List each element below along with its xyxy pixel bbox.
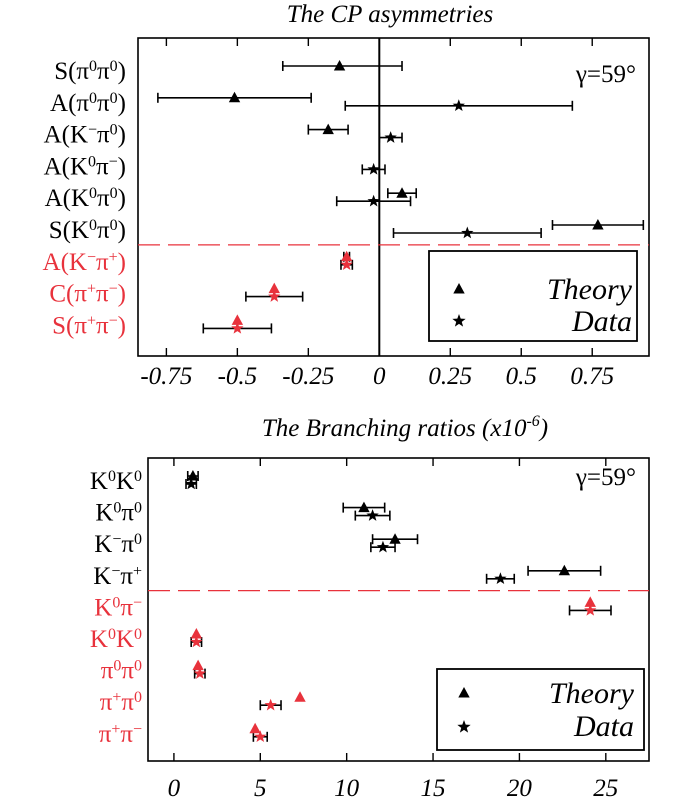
br-legend-data-label: Data bbox=[573, 710, 634, 743]
br-x-ticks: 0 5 10 15 20 25 bbox=[168, 458, 618, 802]
cp-legend: Theory Data bbox=[428, 250, 638, 342]
br-legend-theory-label: Theory bbox=[549, 677, 635, 710]
br-data-point bbox=[376, 540, 390, 553]
br-legend: Theory Data bbox=[436, 668, 645, 751]
br-theory-point bbox=[249, 722, 261, 734]
cp-legend-star bbox=[452, 314, 466, 327]
cp-data-point bbox=[268, 290, 281, 302]
br-data-point bbox=[366, 509, 379, 521]
br-data-point bbox=[584, 603, 597, 616]
br-marks bbox=[185, 470, 612, 743]
br-data-point bbox=[254, 730, 267, 743]
br-row-label: K0π0 bbox=[95, 499, 142, 527]
br-theory-point bbox=[358, 501, 370, 513]
br-data-point bbox=[494, 572, 507, 585]
cp-x-ticks: -0.75 -0.5 -0.25 0 0.25 0.5 0.75 bbox=[140, 38, 614, 390]
br-theory-point bbox=[294, 691, 306, 702]
br-x-tick-label: 15 bbox=[421, 775, 446, 802]
br-theory-point bbox=[192, 659, 204, 671]
cp-theory-point bbox=[592, 219, 604, 230]
cp-row-label: A(K−π0) bbox=[44, 121, 126, 149]
br-data-point bbox=[190, 635, 203, 648]
cp-x-tick-label: -0.25 bbox=[282, 363, 334, 390]
cp-asymmetry-panel: The CP asymmetries γ=59° S(π0π0) A(π0π0) A… bbox=[43, 1, 650, 390]
br-data-point bbox=[193, 667, 207, 679]
br-data-point bbox=[185, 477, 198, 490]
br-x-tick-label: 20 bbox=[507, 775, 533, 802]
br-theory-point bbox=[190, 628, 203, 639]
cp-row-label: A(π0π0) bbox=[50, 89, 126, 117]
br-row-label: π+π0 bbox=[100, 689, 142, 717]
cp-theory-point bbox=[231, 314, 244, 325]
cp-data-point bbox=[231, 321, 244, 334]
cp-legend-theory-label: Theory bbox=[547, 273, 633, 306]
cp-legend-theory-marker bbox=[453, 283, 465, 294]
cp-legend-box bbox=[428, 250, 638, 342]
cp-gamma-annotation: γ=59° bbox=[575, 61, 636, 88]
br-x-tick-label: 25 bbox=[593, 775, 618, 802]
cp-row-label: C(π+π−) bbox=[49, 280, 126, 308]
br-data-point bbox=[264, 698, 277, 711]
cp-theory-point bbox=[396, 187, 408, 198]
br-gamma-annotation: γ=59° bbox=[575, 464, 636, 491]
cp-row-labels: S(π0π0) A(π0π0) A(K−π0) A(K0π−) A(K0π0) S(K0π… bbox=[43, 58, 126, 340]
br-row-label: π0π0 bbox=[101, 657, 142, 685]
br-legend-triangle bbox=[458, 687, 470, 698]
cp-data-point bbox=[384, 131, 397, 143]
br-row-label: K0π− bbox=[94, 594, 142, 622]
br-x-tick-label: 0 bbox=[168, 775, 181, 802]
cp-theory-point bbox=[322, 123, 334, 135]
br-theory-point bbox=[584, 596, 596, 607]
br-theory-point bbox=[389, 533, 401, 544]
br-row-label: K0K0 bbox=[90, 468, 142, 496]
cp-legend-triangle bbox=[453, 283, 465, 294]
cp-legend-data-label: Data bbox=[571, 305, 632, 338]
cp-x-tick-label: -0.75 bbox=[140, 363, 192, 390]
br-theory-point bbox=[187, 470, 199, 481]
br-x-tick-label: 10 bbox=[334, 775, 360, 802]
br-row-label: K−π0 bbox=[94, 531, 142, 559]
br-legend-data-marker bbox=[457, 720, 471, 733]
cp-data-point bbox=[340, 258, 353, 271]
cp-row-label: A(K−π+) bbox=[43, 248, 126, 276]
cp-x-tick-label: 0 bbox=[373, 363, 386, 390]
br-theory-point bbox=[558, 564, 571, 576]
cp-row-label: A(K0π0) bbox=[45, 185, 126, 213]
br-row-labels: K0K0 K0π0 K−π0 K−π+ K0π− K0K0 π0π0 π+π0 π+π− bbox=[90, 468, 142, 748]
cp-data-point bbox=[452, 99, 465, 112]
cp-row-label: S(π+π−) bbox=[52, 312, 126, 340]
cp-legend-data-marker bbox=[452, 314, 466, 327]
cp-plot-frame bbox=[137, 37, 650, 357]
cp-data-point bbox=[461, 226, 474, 239]
cp-data-point bbox=[367, 162, 380, 175]
cp-x-tick-label: -0.5 bbox=[218, 363, 258, 390]
cp-row-label: A(K0π−) bbox=[44, 153, 126, 181]
cp-theory-point bbox=[228, 91, 241, 103]
cp-x-tick-label: 0.5 bbox=[506, 363, 537, 390]
cp-theory-point bbox=[340, 250, 353, 262]
br-x-tick-label: 5 bbox=[254, 775, 267, 802]
cp-x-tick-label: 0.25 bbox=[428, 363, 472, 390]
cp-theory-point bbox=[333, 60, 346, 71]
br-panel-title: The Branching ratios (x10-6) bbox=[262, 413, 548, 442]
cp-panel-title: The CP asymmetries bbox=[287, 1, 493, 28]
br-row-label: K0K0 bbox=[90, 626, 142, 654]
cp-row-label: S(π0π0) bbox=[54, 58, 126, 86]
cp-theory-point bbox=[268, 282, 280, 294]
br-legend-theory-marker bbox=[458, 687, 470, 698]
cp-data-point bbox=[367, 194, 380, 207]
br-row-label: π+π− bbox=[99, 720, 142, 748]
br-plot-frame bbox=[147, 457, 650, 762]
branching-ratio-panel: The Branching ratios (x10-6) γ=59° K0K0K… bbox=[90, 413, 650, 802]
br-row-label: K−π+ bbox=[93, 562, 142, 590]
cp-x-tick-label: 0.75 bbox=[570, 363, 614, 390]
cp-row-label: S(K0π0) bbox=[49, 217, 126, 245]
br-legend-box bbox=[436, 668, 645, 751]
br-legend-star bbox=[457, 720, 471, 733]
cp-marks bbox=[157, 60, 645, 334]
